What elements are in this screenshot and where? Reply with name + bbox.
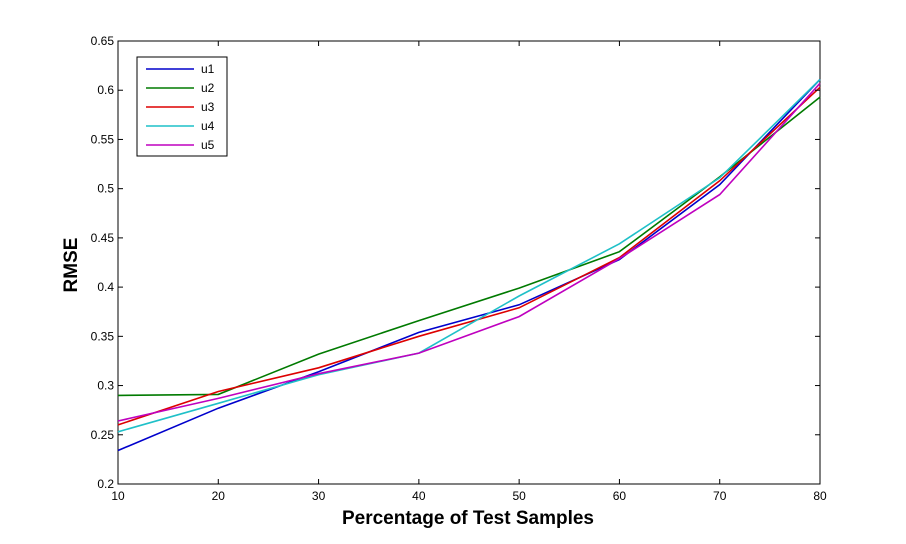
x-tick-label: 40	[412, 489, 426, 503]
series-line-u3	[117, 86, 821, 426]
y-tick-label: 0.4	[97, 280, 114, 294]
legend-label-u1: u1	[201, 62, 215, 76]
legend: u1 u2 u3 u4 u5	[136, 56, 228, 157]
x-tick-label: 10	[111, 489, 125, 503]
y-tick-label: 0.3	[97, 379, 114, 393]
x-tick-label: 20	[212, 489, 226, 503]
series-line-u1	[117, 78, 821, 452]
x-tick-label: 70	[713, 489, 727, 503]
legend-label-u3: u3	[201, 100, 215, 114]
y-tick-label: 0.2	[97, 477, 114, 491]
y-tick-label: 0.55	[91, 132, 115, 146]
plot-frame	[117, 40, 821, 485]
x-tick-label: 80	[813, 489, 827, 503]
x-tick-label: 50	[512, 489, 526, 503]
legend-label-u2: u2	[201, 81, 215, 95]
y-tick-label: 0.35	[91, 329, 115, 343]
legend-label-u4: u4	[201, 119, 215, 133]
y-tick-label: 0.25	[91, 428, 115, 442]
plot-area	[117, 40, 821, 485]
y-tick-label: 0.5	[97, 182, 114, 196]
y-axis-title: RMSE	[61, 238, 82, 293]
x-axis-title: Percentage of Test Samples	[342, 508, 594, 529]
y-tick-label: 0.6	[97, 83, 114, 97]
x-tick-label: 60	[613, 489, 627, 503]
y-tick-label: 0.45	[91, 231, 115, 245]
series-line-u5	[117, 82, 821, 422]
axis-ticks: 10 20 30 40 50 60 70 80 0.2 0.25 0.3 0.35 0.4 0.45 0.5…	[91, 34, 827, 503]
x-tick-label: 30	[312, 489, 326, 503]
series-line-u4	[117, 78, 821, 433]
y-tick-label: 0.65	[91, 34, 115, 48]
legend-label-u5: u5	[201, 138, 215, 152]
series-lines	[117, 78, 821, 452]
